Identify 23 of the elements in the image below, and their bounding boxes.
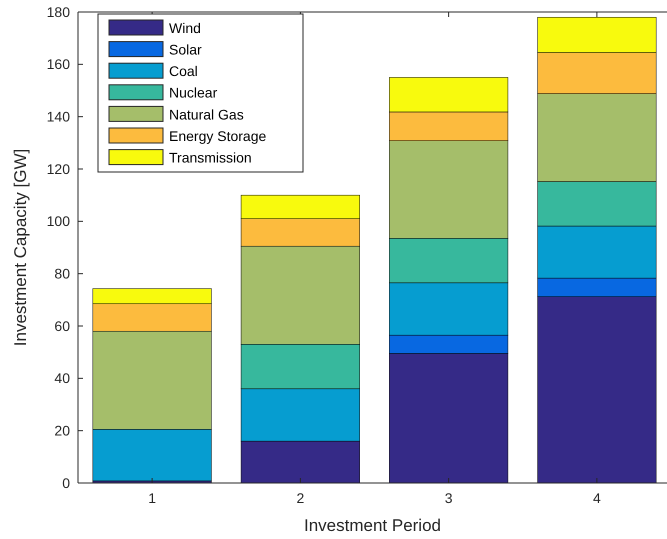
legend-label: Wind <box>169 20 201 36</box>
x-axis-title: Investment Period <box>304 516 442 535</box>
y-tick-label: 0 <box>62 474 70 491</box>
y-tick-label: 80 <box>54 266 70 282</box>
y-axis-title: Investment Capacity [GW] <box>11 148 30 346</box>
x-tick-label: 3 <box>444 490 453 506</box>
legend-label: Coal <box>169 63 198 80</box>
x-tick-label: 1 <box>148 490 156 506</box>
y-tick-label: 120 <box>46 160 70 177</box>
legend-label: Nuclear <box>169 84 218 101</box>
y-tick-label: 180 <box>46 4 70 20</box>
y-tick-label: 20 <box>54 422 70 439</box>
legend-label: Energy Storage <box>169 128 266 144</box>
x-tick-label: 4 <box>592 490 601 506</box>
legend-label: Natural Gas <box>169 106 244 122</box>
y-tick-label: 40 <box>54 370 70 386</box>
y-tick-label: 60 <box>54 318 70 334</box>
y-tick-label: 100 <box>46 213 70 230</box>
legend-label: Solar <box>169 42 202 58</box>
y-tick-label: 160 <box>46 56 70 72</box>
legend-label: Transmission <box>169 150 252 166</box>
x-tick-label: 2 <box>296 490 304 506</box>
y-tick-label: 140 <box>46 108 70 125</box>
